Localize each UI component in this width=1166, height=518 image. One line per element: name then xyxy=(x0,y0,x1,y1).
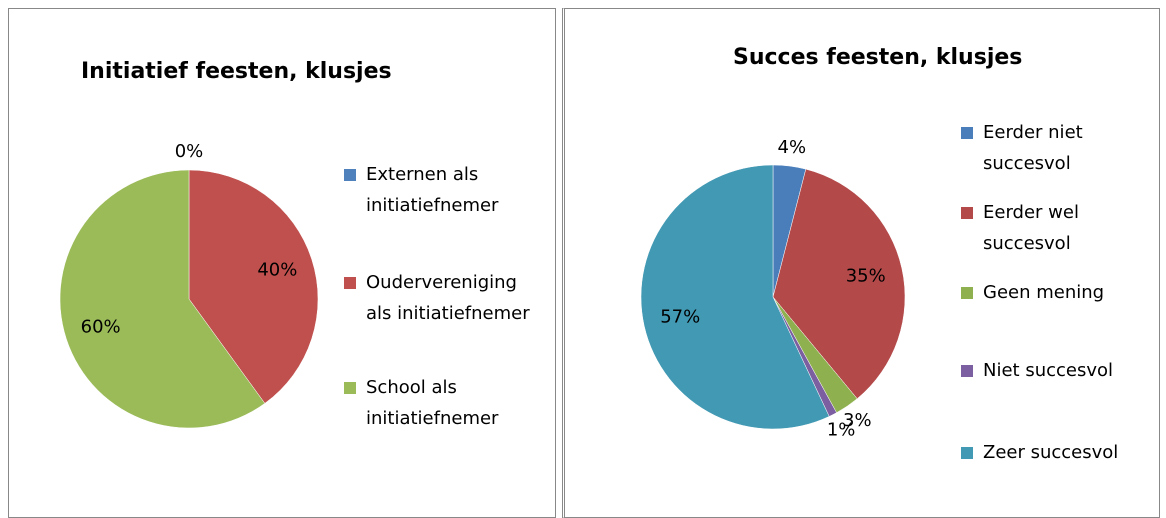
pie-slice xyxy=(640,164,830,430)
data-label: 0% xyxy=(175,141,204,162)
pie-slice xyxy=(772,168,906,400)
legend-swatch xyxy=(344,277,356,289)
legend-swatch xyxy=(961,447,973,459)
legend-label: Zeer succesvol xyxy=(983,442,1119,463)
chart-title: Initiatief feesten, klusjes xyxy=(81,59,392,84)
data-label: 60% xyxy=(81,317,121,338)
pie: 0% 40% 60% xyxy=(59,141,319,429)
legend-swatch xyxy=(961,365,973,377)
pie: 4% 35% 3%1% 57% xyxy=(640,137,906,441)
pie-slice xyxy=(59,169,266,429)
chart-title: Succes feesten, klusjes xyxy=(733,45,1023,70)
data-label: 40% xyxy=(257,259,297,280)
legend-label: School als initiatiefnemer xyxy=(366,377,499,429)
data-label: 35% xyxy=(846,265,886,286)
legend-label: Niet succesvol xyxy=(983,360,1114,381)
legend-label: Oudervereniging als initiatiefnemer xyxy=(366,272,530,324)
data-label: 3% xyxy=(843,410,872,431)
legend-swatch xyxy=(344,382,356,394)
legend-label: Eerder wel succesvol xyxy=(983,202,1079,254)
legend-swatch xyxy=(961,287,973,299)
legend-swatch xyxy=(961,127,973,139)
legend-swatch xyxy=(961,207,973,219)
chart-panel: 4% 35% 3% 1% 57% Eerder niet succesvol Eerder … xyxy=(562,8,1160,518)
legend-swatch xyxy=(344,169,356,181)
chart-panel: 0% 40% 60% Externen als initiatiefnemer Oude… xyxy=(8,8,556,518)
data-label: 4% xyxy=(778,137,807,158)
data-label: 57% xyxy=(660,307,700,328)
legend-label: Geen mening xyxy=(983,282,1105,303)
legend-label: Eerder niet succesvol xyxy=(983,122,1083,174)
data-label: 1% xyxy=(827,420,856,441)
pie-slice xyxy=(188,169,319,404)
legend-label: Externen als initiatiefnemer xyxy=(366,164,499,216)
